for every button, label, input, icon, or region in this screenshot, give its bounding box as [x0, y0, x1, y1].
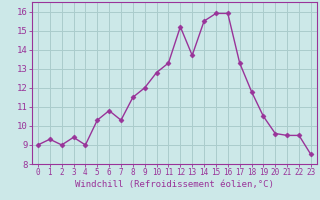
X-axis label: Windchill (Refroidissement éolien,°C): Windchill (Refroidissement éolien,°C) — [75, 180, 274, 189]
